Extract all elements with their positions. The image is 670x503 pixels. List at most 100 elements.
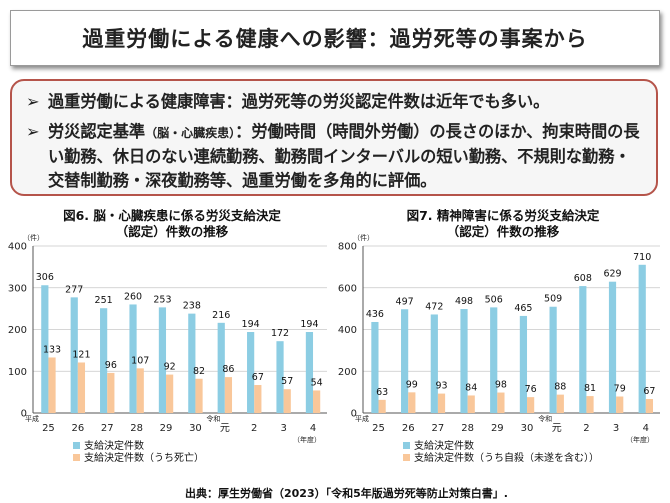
chart-title-line-1: 図6. 脳・心臓疾患に係る労災支給決定	[63, 208, 281, 223]
bar-series-2	[283, 389, 291, 413]
bar-series-1	[129, 304, 137, 413]
bar-series-2	[497, 392, 505, 413]
bar-series-2	[77, 362, 86, 413]
era-label-heisei: 平成	[355, 414, 369, 423]
page-title: 過重労働による健康への影響：過労死等の事案から	[82, 27, 588, 51]
bar-series-1	[305, 332, 314, 413]
x-tick-label: 2	[583, 423, 589, 434]
x-tick-label: 27	[101, 423, 114, 434]
data-label-series-2: 57	[281, 376, 293, 387]
y-tick-label: 800	[338, 242, 357, 253]
data-label-series-2: 81	[584, 383, 596, 394]
y-tick-label: 100	[8, 367, 27, 378]
data-label-series-2: 84	[465, 382, 477, 393]
data-label-series-1: 216	[212, 310, 230, 321]
data-label-series-2: 99	[406, 379, 418, 390]
data-label-series-1: 497	[396, 296, 414, 307]
bar-series-2	[224, 377, 233, 413]
y-tick-label: 400	[338, 325, 357, 336]
x-tick-label: 30	[521, 423, 534, 434]
bar-series-2	[408, 392, 416, 413]
chart-cerebro-cardiac: 図6. 脳・心臓疾患に係る労災支給決定（認定）件数の推移 （件） 0 100 200 30…	[8, 208, 327, 464]
bullet-arrow-icon: ➢	[26, 122, 40, 141]
bar-series-2	[378, 399, 386, 413]
data-label-series-2: 79	[614, 384, 626, 395]
data-label-series-2: 67	[643, 386, 655, 397]
legend-swatch-series-1	[403, 442, 410, 449]
bar-series-1	[401, 309, 409, 413]
bar-series-2	[107, 372, 115, 413]
data-label-series-2: 76	[525, 384, 537, 395]
data-label-series-2: 133	[43, 344, 61, 355]
x-tick-label: 26	[402, 423, 415, 434]
bar-series-2	[527, 397, 535, 413]
data-label-series-1: 238	[183, 301, 201, 312]
legend-swatch-series-2	[403, 454, 410, 461]
data-label-series-1: 608	[574, 273, 592, 284]
x-tick-label: 30	[189, 423, 202, 434]
bullet-arrow-icon: ➢	[26, 92, 40, 111]
x-tick-label: 3	[613, 423, 619, 434]
data-label-series-2: 67	[252, 372, 264, 383]
bar-series-2	[48, 357, 56, 413]
data-label-series-2: 92	[164, 362, 176, 373]
era-label-reiwa: 令和	[538, 414, 552, 423]
bar-series-1	[276, 341, 284, 413]
data-label-series-2: 107	[131, 355, 149, 366]
data-label-series-1: 472	[425, 301, 443, 312]
x-tick-label: 28	[461, 423, 474, 434]
bar-series-2	[313, 390, 321, 413]
x-tick-label: 元	[552, 423, 562, 434]
x-unit-label: （年度）	[293, 435, 321, 444]
data-label-series-2: 54	[311, 377, 323, 388]
data-label-series-1: 253	[153, 294, 171, 305]
data-label-series-1: 172	[271, 328, 289, 339]
bar-series-2	[586, 396, 594, 413]
data-label-series-1: 251	[95, 295, 113, 306]
legend-label-series-1: 支給決定件数	[84, 439, 144, 452]
data-label-series-1: 710	[633, 252, 651, 263]
data-label-series-1: 465	[514, 303, 532, 314]
chart-title-line-1: 図7. 精神障害に係る労災支給決定	[407, 208, 600, 223]
x-tick-label: 元	[220, 423, 230, 434]
source-citation: 出典：厚生労働省（2023）「令和5年版過労死等防止対策白書」.	[185, 487, 508, 500]
criteria-description: ：労働時間（時間外労働）の長さのほか、拘束時間の長い勤務、休日のない連続勤務、勤…	[48, 122, 640, 190]
bar-series-1	[549, 306, 557, 413]
data-label-series-1: 306	[36, 272, 54, 283]
bar-series-2	[437, 393, 446, 413]
data-label-series-2: 96	[105, 360, 117, 371]
data-label-series-1: 498	[455, 296, 473, 307]
y-unit-label: （件）	[23, 233, 44, 242]
data-label-series-2: 86	[222, 364, 234, 375]
data-label-series-2: 82	[193, 366, 205, 377]
legend-label-series-2: 支給決定件数（うち死亡）	[84, 451, 204, 464]
bar-series-1	[519, 315, 528, 413]
x-tick-label: 25	[372, 423, 385, 434]
x-tick-label: 3	[280, 423, 286, 434]
x-tick-label: 4	[643, 423, 649, 434]
y-tick-label: 0	[21, 409, 27, 420]
summary-text-2: 労災認定基準（脳・心臓疾患）：労働時間（時間外労働）の長さのほか、拘束時間の長い…	[48, 120, 644, 193]
era-label-heisei: 平成	[25, 414, 39, 423]
x-tick-label: 29	[491, 423, 504, 434]
data-label-series-1: 277	[65, 284, 83, 295]
legend-swatch-series-1	[73, 442, 80, 449]
bar-series-1	[430, 314, 438, 413]
x-unit-label: （年度）	[626, 435, 654, 444]
chart-mental-disorder: 図7. 精神障害に係る労災支給決定（認定）件数の推移 （件） 0 200 400 600 8…	[338, 208, 660, 464]
bar-series-2	[136, 368, 144, 413]
x-tick-label: 28	[130, 423, 143, 434]
x-tick-label: 25	[42, 423, 55, 434]
era-label-reiwa: 令和	[206, 414, 220, 423]
data-label-series-1: 629	[603, 269, 621, 280]
y-unit-label: （件）	[353, 233, 374, 242]
x-tick-label: 27	[432, 423, 445, 434]
data-label-series-2: 63	[376, 387, 388, 398]
x-tick-label: 2	[251, 423, 257, 434]
bar-series-1	[70, 297, 78, 413]
bar-series-1	[158, 307, 167, 413]
bar-series-1	[100, 308, 108, 413]
bar-series-1	[490, 307, 498, 413]
bar-series-2	[254, 385, 262, 413]
summary-box: ➢ 過重労働による健康障害：過労死等の労災認定件数は近年でも多い。 ➢ 労災認定…	[10, 79, 658, 196]
